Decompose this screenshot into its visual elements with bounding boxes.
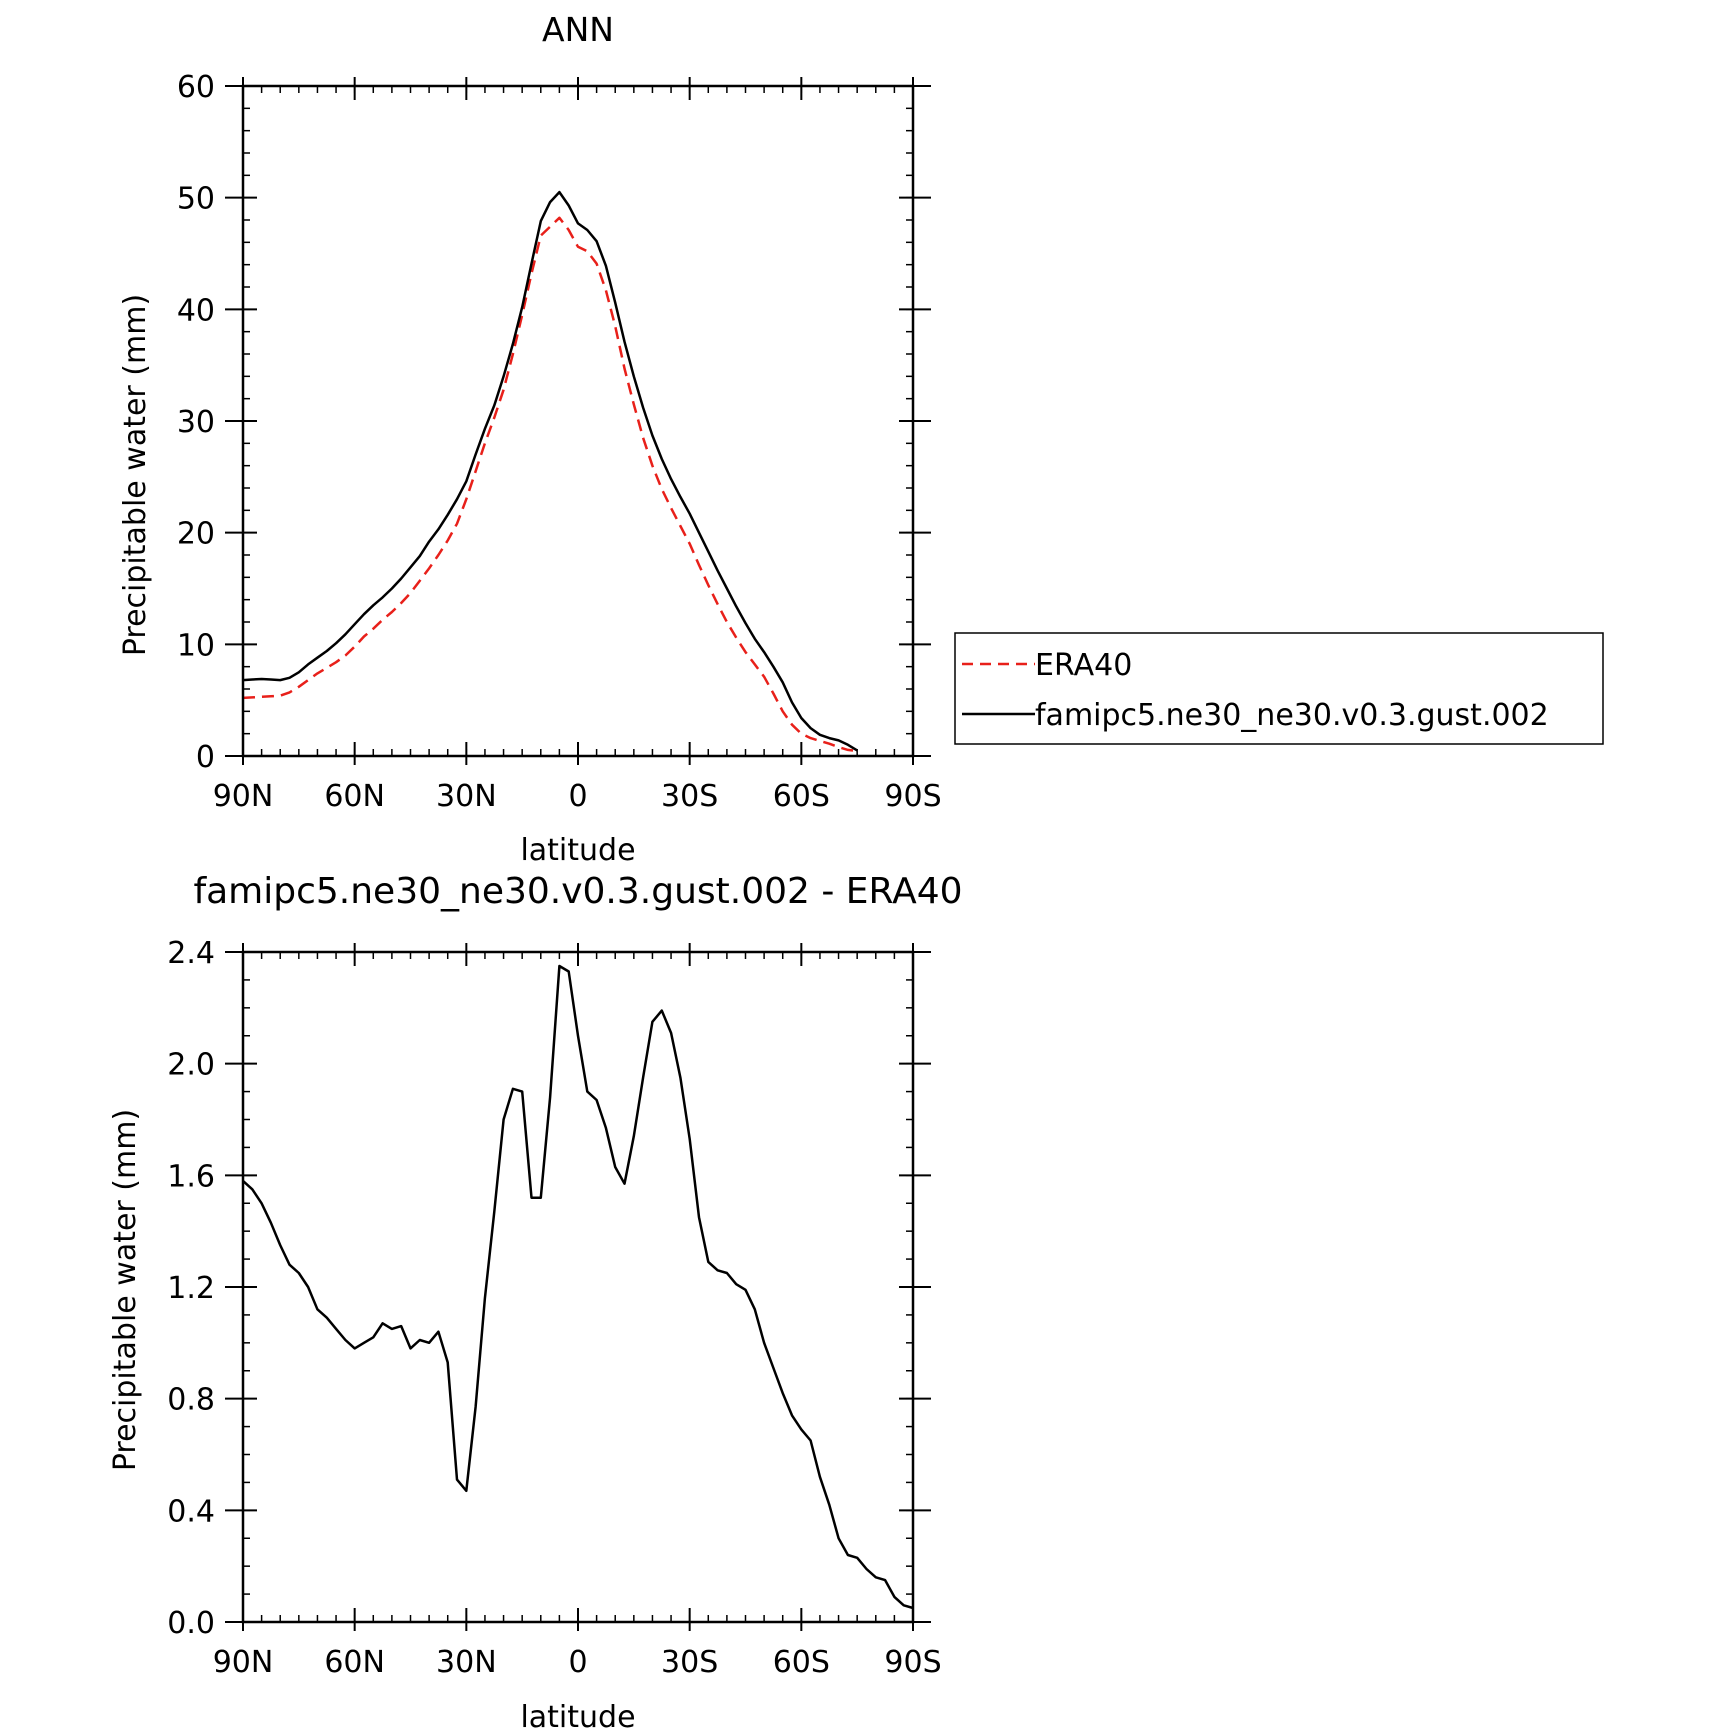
- bottom-panel: famipc5.ne30_ne30.v0.3.gust.002 - ERA40 …: [108, 871, 963, 1734]
- bottom-panel-xlabel: latitude: [520, 1700, 635, 1734]
- bottom-panel-ylabel: Precipitable water (mm): [108, 1109, 143, 1471]
- y-tick-label: 1.2: [167, 1271, 215, 1306]
- x-tick-label: 60S: [773, 779, 830, 814]
- top-panel-frame: [241, 84, 915, 758]
- y-tick-label: 50: [177, 182, 215, 217]
- x-tick-label: 60N: [324, 1645, 385, 1680]
- y-tick-label: 0: [196, 740, 215, 775]
- legend-box: [954, 632, 1604, 745]
- bottom-panel-series-line-0: [242, 964, 914, 1610]
- top-panel-series-line-1: [242, 190, 858, 752]
- x-tick-label: 60N: [324, 779, 385, 814]
- x-tick-label: 30S: [661, 1645, 718, 1680]
- top-panel-xlabel: latitude: [520, 833, 635, 868]
- x-tick-label: 90S: [884, 779, 941, 814]
- x-tick-label: 30N: [436, 1645, 497, 1680]
- bottom-panel-frame: [241, 950, 915, 1624]
- legend: ERA40 famipc5.ne30_ne30.v0.3.gust.002: [954, 632, 1604, 745]
- top-panel-series-line-0: [242, 216, 858, 753]
- x-tick-label: 90S: [884, 1645, 941, 1680]
- top-panel-ylabel: Precipitable water (mm): [118, 294, 153, 656]
- x-tick-label: 0: [568, 779, 587, 814]
- top-panel-ticks: 90N 60N 30N 0 30S 60S 90S 0 10 20 30 40 50 60: [177, 70, 942, 814]
- y-tick-label: 60: [177, 70, 215, 105]
- y-tick-label: 0.4: [167, 1494, 215, 1529]
- bottom-panel-series: [242, 964, 914, 1610]
- y-tick-label: 0.8: [167, 1383, 215, 1418]
- top-panel-title: ANN: [542, 10, 614, 49]
- x-tick-label: 30S: [661, 779, 718, 814]
- legend-label-model: famipc5.ne30_ne30.v0.3.gust.002: [1035, 698, 1549, 733]
- x-tick-label: 0: [568, 1645, 587, 1680]
- y-tick-label: 2.4: [167, 936, 215, 971]
- x-tick-label: 90N: [213, 779, 274, 814]
- x-tick-label: 90N: [213, 1645, 274, 1680]
- y-tick-label: 2.0: [167, 1048, 215, 1083]
- y-tick-label: 20: [177, 517, 215, 552]
- x-tick-label: 60S: [773, 1645, 830, 1680]
- y-tick-label: 10: [177, 628, 215, 663]
- top-panel-series: [242, 190, 858, 753]
- y-tick-label: 1.6: [167, 1159, 215, 1194]
- legend-label-era40: ERA40: [1035, 648, 1132, 683]
- y-tick-label: 40: [177, 293, 215, 328]
- y-tick-label: 0.0: [167, 1606, 215, 1641]
- x-tick-label: 30N: [436, 779, 497, 814]
- y-tick-label: 30: [177, 405, 215, 440]
- top-panel: ANN Precipitable water (mm) latitude 90N…: [118, 10, 942, 868]
- bottom-panel-title: famipc5.ne30_ne30.v0.3.gust.002 - ERA40: [193, 871, 962, 912]
